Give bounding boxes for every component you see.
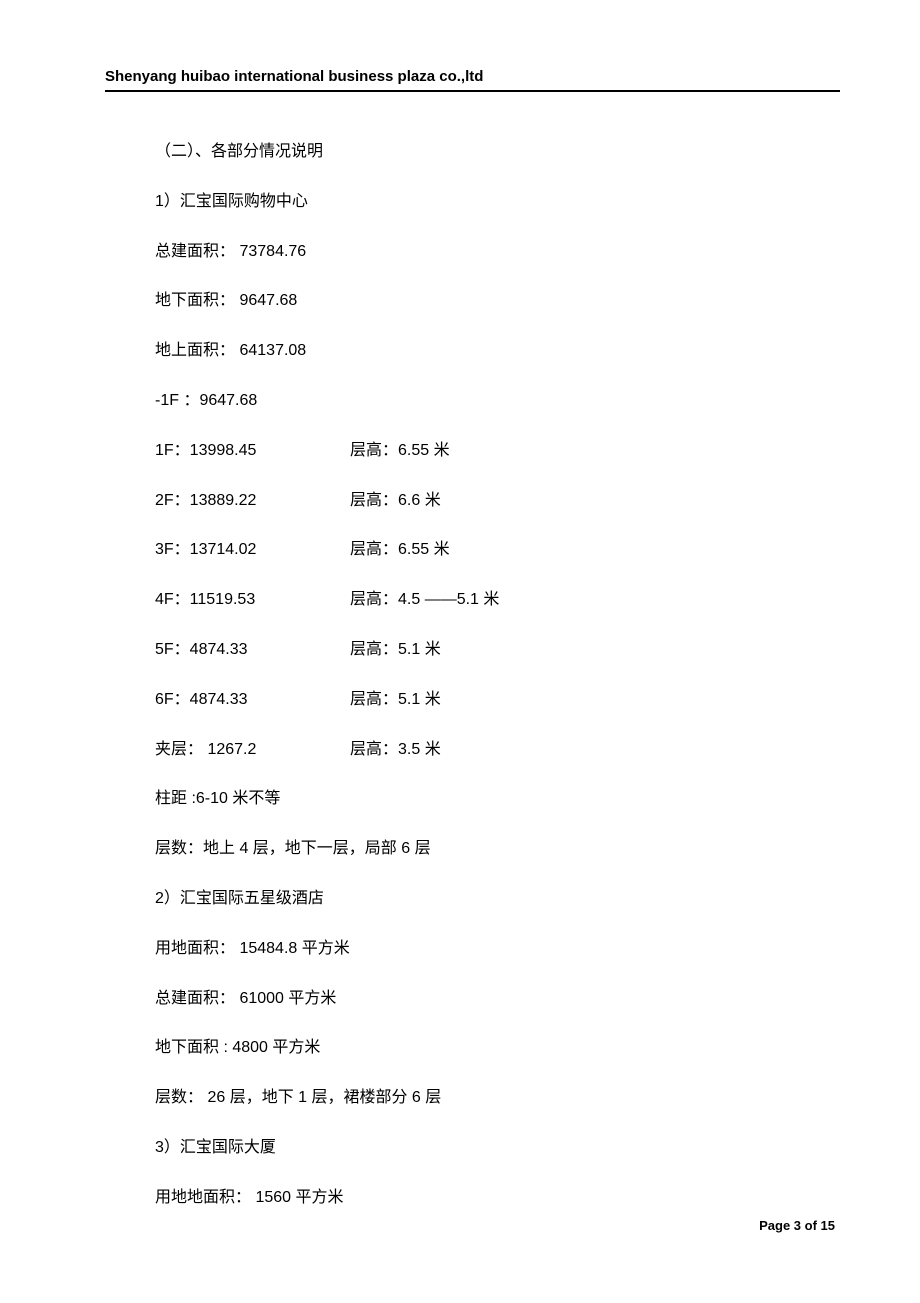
part1-title: 1）汇宝国际购物中心 — [155, 192, 840, 213]
floor-mezzanine: 夹层： 1267.2 层高：3.5 米 — [155, 740, 840, 761]
floor-6f: 6F：4874.33 层高：5.1 米 — [155, 690, 840, 711]
part3-title: 3）汇宝国际大厦 — [155, 1138, 840, 1159]
total-area: 总建面积： 73784.76 — [155, 242, 840, 263]
page-content: （二）、各部分情况说明 1）汇宝国际购物中心 总建面积： 73784.76 地下… — [105, 142, 840, 1209]
page-header: Shenyang huibao international business p… — [105, 68, 840, 92]
part2-total-area: 总建面积： 61000 平方米 — [155, 989, 840, 1010]
floor-1f: 1F：13998.45 层高：6.55 米 — [155, 441, 840, 462]
part3-land-area: 用地地面积： 1560 平方米 — [155, 1188, 840, 1209]
floor-2f: 2F：13889.22 层高：6.6 米 — [155, 491, 840, 512]
part2-title: 2）汇宝国际五星级酒店 — [155, 889, 840, 910]
part2-underground-area: 地下面积 : 4800 平方米 — [155, 1038, 840, 1059]
neg1f-area: -1F ：9647.68 — [155, 391, 840, 412]
floor-count-1: 层数：地上 4 层，地下一层，局部 6 层 — [155, 839, 840, 860]
part2-land-area: 用地面积： 15484.8 平方米 — [155, 939, 840, 960]
section-title: （二）、各部分情况说明 — [155, 142, 840, 163]
floor-3f: 3F：13714.02 层高：6.55 米 — [155, 540, 840, 561]
floor-4f: 4F：11519.53 层高：4.5 ——5.1 米 — [155, 590, 840, 611]
part2-floor-count: 层数： 26 层，地下 1 层，裙楼部分 6 层 — [155, 1088, 840, 1109]
column-spacing: 柱距 :6-10 米不等 — [155, 789, 840, 810]
aboveground-area: 地上面积： 64137.08 — [155, 341, 840, 362]
page-number: Page 3 of 15 — [759, 1218, 835, 1233]
floor-5f: 5F：4874.33 层高：5.1 米 — [155, 640, 840, 661]
company-name: Shenyang huibao international business p… — [105, 68, 483, 85]
underground-area: 地下面积： 9647.68 — [155, 291, 840, 312]
